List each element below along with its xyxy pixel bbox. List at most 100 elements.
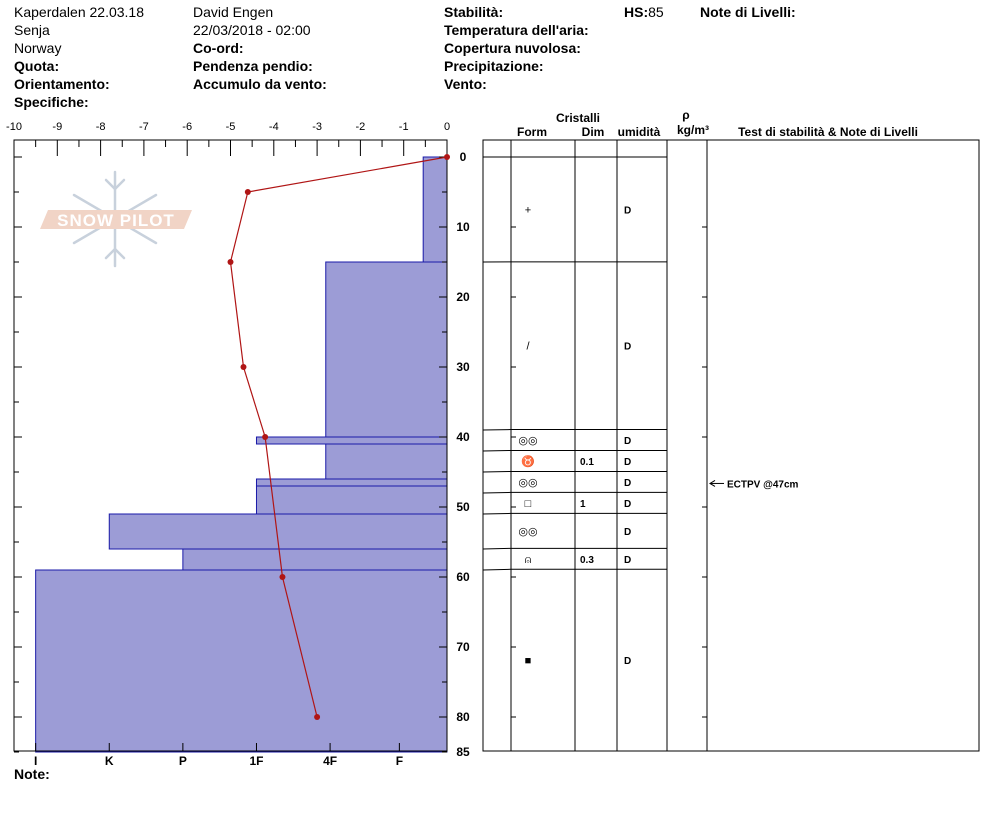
crystal-form: ⍝ [525, 554, 532, 566]
depth-tick-label: 60 [456, 570, 470, 584]
stability-test-label: ECTPV @47cm [727, 479, 799, 490]
label-stabilita: Stabilità: [444, 4, 504, 20]
crystal-size: 0.3 [580, 555, 594, 566]
crystal-form: □ [525, 498, 532, 510]
hs-value: 85 [648, 4, 664, 20]
hardness-bar [182, 548, 448, 571]
hardness-bar [325, 261, 448, 438]
depth-connector [482, 491, 512, 494]
depth-tick-label: 80 [456, 710, 470, 724]
hardness-bar [325, 443, 448, 480]
temp-tick-label: -7 [139, 121, 149, 133]
depth-connector [482, 470, 512, 473]
label-hs: HS: [624, 4, 649, 20]
header-umidita: umidità [618, 125, 661, 139]
header-density-unit: kg/m³ [677, 123, 709, 137]
temp-tick-label: -2 [356, 121, 366, 133]
temperature-point [314, 714, 321, 720]
observation-datetime: 22/03/2018 - 02:00 [193, 22, 311, 38]
table-frame [482, 139, 980, 752]
hardness-tick-label: 1F [249, 754, 263, 768]
hardness-tick-label: I [34, 754, 37, 768]
hardness-tick-label: P [179, 754, 187, 768]
snowpilot-logo: SNOW PILOT [40, 170, 192, 268]
temp-tick-label: -9 [52, 121, 62, 133]
test-arrow-head [709, 480, 716, 487]
crystal-size: 1 [580, 499, 586, 510]
temperature-point [244, 189, 251, 195]
layer-wetness: D [624, 499, 631, 510]
location-region: Senja [14, 22, 50, 38]
temperature-point [444, 154, 450, 160]
header-cristalli: Cristalli [556, 111, 600, 125]
temperature-profile [227, 154, 450, 720]
temp-tick-label: -1 [399, 121, 409, 133]
observer-name: David Engen [193, 4, 274, 20]
temperature-point [240, 364, 247, 370]
profile-axes: -10 -9 -8 -7 -6 -5 -4 -3 -2 -1 0010203040506070808… [6, 121, 470, 768]
label-vento: Vento: [444, 76, 487, 92]
label-accumulo: Accumulo da vento: [193, 76, 327, 92]
temp-tick-label: -6 [182, 121, 192, 133]
header-form: Form [517, 125, 547, 139]
location-name: Kaperdalen 22.03.18 [14, 4, 144, 20]
hardness-tick-label: K [105, 754, 114, 768]
depth-connector [482, 568, 512, 571]
temp-tick-label: 0 [444, 121, 450, 133]
label-temperatura: Temperatura dell'aria: [444, 22, 589, 38]
label-note-livelli: Note di Livelli: [700, 4, 796, 20]
depth-tick-label: 0 [460, 150, 467, 164]
layer-wetness: D [624, 555, 631, 566]
depth-tick-label: 50 [456, 500, 470, 514]
layer-wetness: D [624, 342, 631, 353]
crystal-form: ◎◎ [518, 477, 537, 489]
crystal-form: / [526, 341, 530, 353]
depth-tick-label: 10 [456, 220, 470, 234]
hardness-bar [255, 485, 448, 515]
label-precipitazione: Precipitazione: [444, 58, 544, 74]
crystal-size: 0.1 [580, 457, 594, 468]
hardness-bar [255, 436, 448, 445]
header-rho: ρ [682, 108, 689, 122]
crystal-form: ♉ [521, 455, 535, 468]
depth-tick-label: 70 [456, 640, 470, 654]
label-pendenza: Pendenza pendio: [193, 58, 313, 74]
label-quota: Quota: [14, 58, 60, 74]
logo-text: SNOW PILOT [57, 211, 175, 230]
hardness-bar [35, 569, 448, 753]
temp-tick-label: -10 [6, 121, 22, 133]
footer-note-label: Note: [14, 766, 50, 782]
depth-connector [482, 547, 512, 550]
temp-tick-label: -4 [269, 121, 279, 133]
depth-connector [482, 512, 512, 515]
crystal-form: ◎◎ [518, 526, 537, 538]
header-dim: Dim [582, 125, 605, 139]
layer-wetness: D [624, 205, 631, 216]
label-copertura: Copertura nuvolosa: [444, 40, 581, 56]
temp-tick-label: -8 [96, 121, 106, 133]
crystal-form: + [525, 204, 531, 216]
depth-tick-label: 40 [456, 430, 470, 444]
depth-tick-label: 20 [456, 290, 470, 304]
layer-wetness: D [624, 656, 631, 667]
hardness-bar [255, 478, 448, 487]
hardness-bar [422, 156, 448, 263]
crystal-form: ◎◎ [518, 435, 537, 447]
label-orientamento: Orientamento: [14, 76, 110, 92]
hardness-layers [35, 156, 448, 753]
stratigraphy-table: + D / D ◎◎ D ♉ 0.1 D ◎◎ D □ 1 D ◎◎ D ⍝ 0.3 D ■ D ECTPV @47cm [482, 139, 980, 752]
depth-tick-label: 30 [456, 360, 470, 374]
temperature-point [262, 434, 269, 440]
temperature-point [227, 259, 234, 265]
hardness-tick-label: F [396, 754, 403, 768]
temperature-point [279, 574, 286, 580]
layer-wetness: D [624, 457, 631, 468]
depth-bottom-label: 85 [456, 745, 470, 759]
label-coord: Co-ord: [193, 40, 244, 56]
temp-tick-label: -5 [226, 121, 236, 133]
header-tests: Test di stabilità & Note di Livelli [738, 125, 918, 139]
hardness-tick-label: 4F [323, 754, 337, 768]
layer-wetness: D [624, 527, 631, 538]
layer-wetness: D [624, 436, 631, 447]
